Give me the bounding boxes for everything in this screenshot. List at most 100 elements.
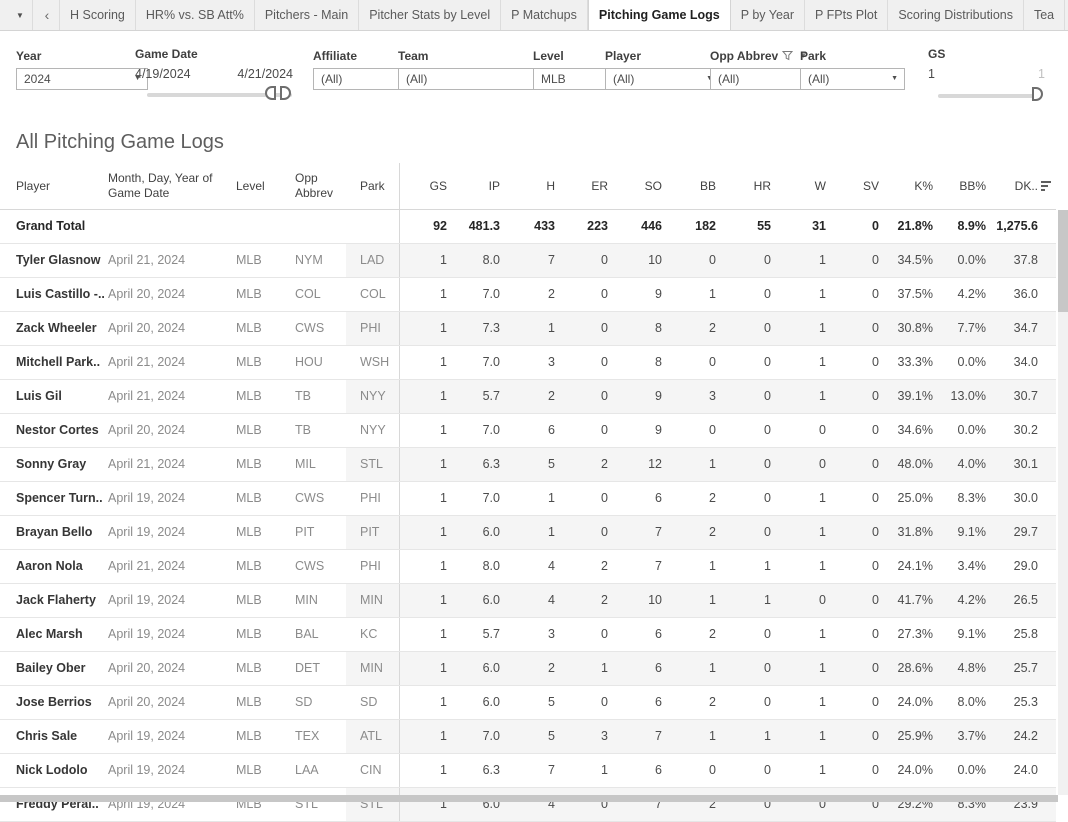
tab-pitchers-main[interactable]: Pitchers - Main	[255, 0, 360, 30]
opp-abbrev-select[interactable]: (All) ▼	[710, 68, 817, 90]
table-row[interactable]: Chris Sale April 19, 2024 MLB TEX ATL 1 7.0 5 3 7…	[0, 720, 1056, 754]
column-header-w[interactable]: W	[814, 178, 826, 193]
table-row[interactable]: Sonny Gray April 21, 2024 MLB MIL STL 1 6.3 5 2 1…	[0, 448, 1056, 482]
table-row[interactable]: Zack Wheeler April 20, 2024 MLB CWS PHI 1 7.3 1…	[0, 312, 1056, 346]
table-cell: 0	[709, 422, 716, 437]
table-cell: April 21, 2024	[108, 388, 186, 403]
range-slider-right-handle[interactable]	[280, 86, 291, 100]
table-cell: 29.2%	[879, 788, 933, 821]
column-header-player[interactable]: Player	[16, 178, 51, 193]
column-header-k[interactable]: K%	[914, 178, 933, 193]
tab-pitching-game-logs[interactable]: Pitching Game Logs	[587, 0, 731, 30]
sort-descending-icon[interactable]	[1040, 180, 1053, 192]
table-row[interactable]: Alec Marsh April 19, 2024 MLB BAL KC 1 5.7 3 0 6 2…	[0, 618, 1056, 652]
column-header-dk[interactable]: DK..	[1014, 178, 1038, 193]
table-cell: 8.0	[447, 244, 500, 277]
table-cell: 1	[440, 422, 447, 437]
tab-scoring-distributions[interactable]: Scoring Distributions	[888, 0, 1024, 30]
table-cell: MIN	[295, 592, 318, 607]
table-cell: 6.0	[447, 788, 500, 821]
table-cell: 39.1%	[879, 380, 933, 413]
year-select[interactable]: 2024 ▼	[16, 68, 148, 90]
column-header-gs[interactable]: GS	[429, 178, 447, 193]
tab-h-scoring[interactable]: H Scoring	[60, 0, 136, 30]
table-row[interactable]: Spencer Turn.. April 19, 2024 MLB CWS PHI 1 7.…	[0, 482, 1056, 516]
affiliate-select[interactable]: (All) ▼	[313, 68, 418, 90]
table-row[interactable]: Mitchell Park.. April 21, 2024 MLB HOU WSH 1 7…	[0, 346, 1056, 380]
table-row[interactable]: Jack Flaherty April 19, 2024 MLB MIN MIN 1 6.0…	[0, 584, 1056, 618]
tab-tea[interactable]: Tea	[1024, 0, 1066, 30]
column-header-opp-abbrev[interactable]: Opp Abbrev	[295, 171, 334, 200]
column-header-sv[interactable]: SV	[862, 178, 879, 193]
table-cell: 0	[826, 312, 879, 345]
tab-p-fpts-plot[interactable]: P FPts Plot	[805, 0, 889, 30]
column-header-er[interactable]: ER	[591, 178, 608, 193]
table-cell: 1	[500, 516, 555, 549]
gs-slider-handle[interactable]	[1032, 87, 1043, 101]
table-row[interactable]: Brayan Bello April 19, 2024 MLB PIT PIT 1 6.0 1…	[0, 516, 1056, 550]
tab-hr-vs-sb-att[interactable]: HR% vs. SB Att%	[136, 0, 255, 30]
tab-p-matchups[interactable]: P Matchups	[501, 0, 588, 30]
sheet-menu-button[interactable]: ▼	[8, 0, 33, 30]
range-slider-left-handle[interactable]	[265, 86, 276, 100]
table-row[interactable]: Aaron Nola April 21, 2024 MLB CWS PHI 1 8.0 4 2 7…	[0, 550, 1056, 584]
park-select[interactable]: (All) ▼	[800, 68, 905, 90]
table-row[interactable]: Freddy Peral.. April 19, 2024 MLB STL STL 1 6.…	[0, 788, 1056, 822]
table-cell: 0	[601, 354, 608, 369]
header-filler	[1038, 163, 1056, 209]
table-cell: 25.3	[1013, 694, 1038, 709]
table-cell: 4.2%	[957, 286, 987, 301]
caret-down-icon[interactable]: ▼	[799, 51, 808, 60]
player-select[interactable]: (All) ▼	[605, 68, 720, 90]
table-cell: 1	[709, 286, 716, 301]
column-header-month-day-year-of-game-date[interactable]: Month, Day, Year of Game Date	[108, 171, 213, 200]
table-cell: MLB	[236, 456, 262, 471]
table-cell: 1	[555, 652, 608, 685]
table-cell: 2	[548, 286, 555, 301]
table-cell: 0.0%	[933, 244, 986, 277]
filter-gs: GS 1 1	[928, 46, 1045, 101]
column-header-ip[interactable]: IP	[488, 178, 500, 193]
column-header-level[interactable]: Level	[236, 178, 265, 193]
column-header-bb[interactable]: BB%	[959, 178, 986, 193]
table-row[interactable]: Luis Castillo -.. April 20, 2024 MLB COL COL…	[0, 278, 1056, 312]
vertical-scrollbar[interactable]	[1058, 210, 1068, 795]
row-filler	[1038, 278, 1056, 311]
table-cell: 1	[819, 354, 826, 369]
grand-total-row[interactable]: Grand Total 92 481.3 433 223 446 182 55 31 0 21.8%…	[0, 210, 1056, 244]
column-header-so[interactable]: SO	[644, 178, 662, 193]
table-cell: 1	[440, 490, 447, 505]
team-select[interactable]: (All) ▼	[398, 68, 555, 90]
horizontal-scrollbar-thumb[interactable]	[0, 795, 1058, 802]
previous-sheet-button[interactable]: ‹	[35, 0, 60, 30]
table-row[interactable]: Luis Gil April 21, 2024 MLB TB NYY 1 5.7 2 0 9 3 0 1…	[0, 380, 1056, 414]
table-row[interactable]: Tyler Glasnow April 21, 2024 MLB NYM LAD 1 8.0…	[0, 244, 1056, 278]
table-row[interactable]: Bailey Ober April 20, 2024 MLB DET MIN 1 6.0 2 1…	[0, 652, 1056, 686]
gs-slider[interactable]	[938, 87, 1043, 101]
column-header-park[interactable]: Park	[346, 163, 400, 209]
tab-pitcher-stats-by-level[interactable]: Pitcher Stats by Level	[359, 0, 502, 30]
table-cell: 23.9	[986, 788, 1038, 821]
table-cell: 1	[771, 516, 826, 549]
game-date-range-slider[interactable]	[147, 86, 292, 100]
table-row[interactable]: Nick Lodolo April 19, 2024 MLB LAA CIN 1 6.3 7 1…	[0, 754, 1056, 788]
tab-p-by-year[interactable]: P by Year	[731, 0, 806, 30]
table-cell: 1	[440, 762, 447, 777]
table-row[interactable]: Nestor Cortes April 20, 2024 MLB TB NYY 1 7.0 6…	[0, 414, 1056, 448]
column-header-bb[interactable]: BB	[699, 178, 716, 193]
table-cell: 1	[400, 244, 447, 277]
player-cell: Nestor Cortes	[16, 422, 99, 437]
column-header-h[interactable]: H	[546, 178, 555, 193]
table-cell: 9	[608, 380, 662, 413]
year-select-value: 2024	[24, 72, 51, 86]
table-row[interactable]: Jose Berrios April 20, 2024 MLB SD SD 1 6.0 5 0 6…	[0, 686, 1056, 720]
tab-strip: H Scoring HR% vs. SB Att% Pitchers - Main P…	[60, 0, 1068, 30]
table-cell: 2	[500, 380, 555, 413]
table-cell: 2	[555, 448, 608, 481]
table-cell: 1	[662, 584, 716, 617]
tab-bar: ▼ ‹ H Scoring HR% vs. SB Att% Pitchers - M…	[0, 0, 1068, 31]
table-cell: 1	[440, 286, 447, 301]
table-cell: 8.0%	[957, 694, 987, 709]
column-header-hr[interactable]: HR	[753, 178, 771, 193]
vertical-scrollbar-thumb[interactable]	[1058, 210, 1068, 312]
